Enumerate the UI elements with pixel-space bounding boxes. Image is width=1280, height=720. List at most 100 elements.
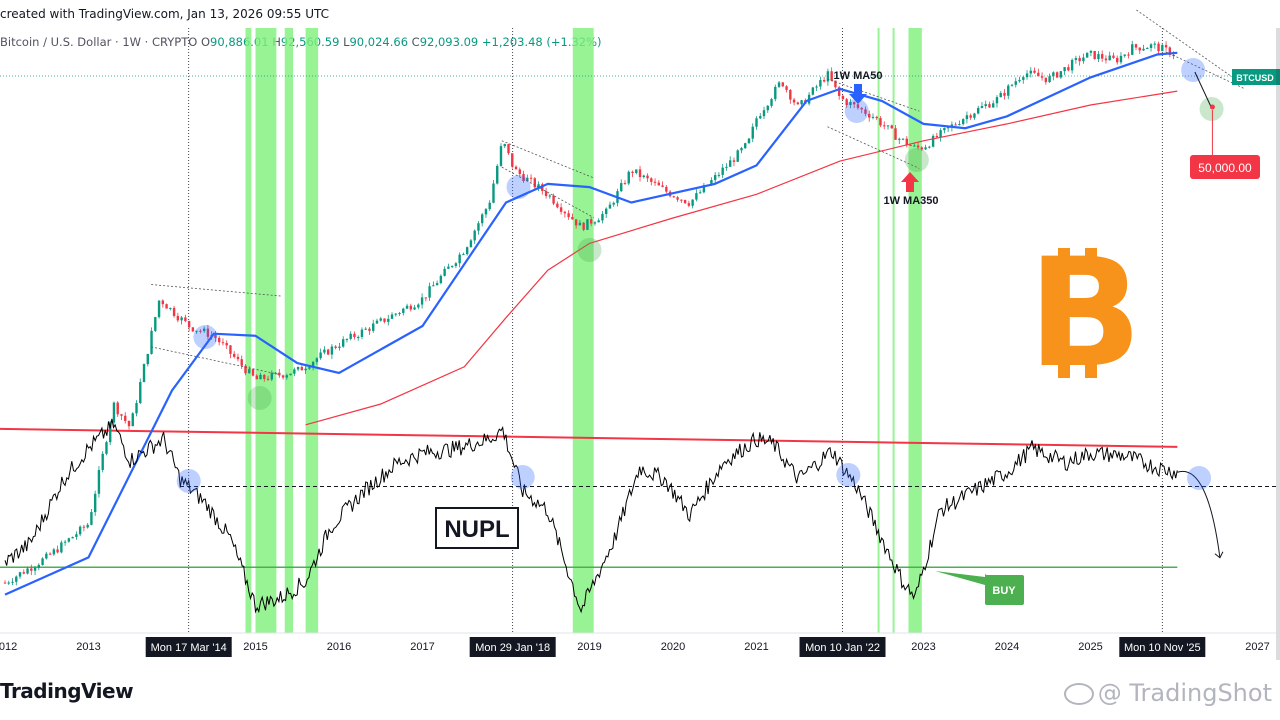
price-candle: [259, 374, 262, 380]
time-axis-tick-label: 2020: [661, 641, 685, 653]
price-candle: [683, 199, 687, 204]
price-candle: [1134, 44, 1138, 48]
bitcoin-logo-stroke: [1085, 356, 1097, 378]
channel-line: [827, 126, 920, 169]
time-axis-highlight-label: Mon 29 Jan '18: [475, 642, 550, 654]
price-candle: [1029, 70, 1032, 74]
time-axis-highlight-box: [1119, 637, 1206, 657]
price-candle: [984, 104, 987, 107]
ma50-touch-marker: [844, 99, 869, 123]
nupl-touch-marker: [1187, 466, 1212, 490]
price-candle: [717, 174, 721, 176]
price-candle: [965, 115, 969, 120]
price-candle: [905, 138, 908, 145]
price-candle: [255, 375, 258, 380]
buy-zone-band: [877, 28, 880, 633]
price-candle: [1003, 92, 1006, 96]
price-candle: [465, 247, 469, 255]
price-candle: [676, 197, 679, 200]
price-candle: [195, 330, 198, 332]
price-candle: [326, 349, 330, 355]
nupl-touch-marker: [836, 463, 861, 487]
price-candle: [319, 352, 322, 359]
price-candle: [849, 102, 852, 106]
price-candle: [943, 128, 946, 131]
price-candle: [589, 219, 593, 224]
price-candle: [931, 135, 935, 147]
price-candle: [443, 268, 446, 276]
price-candle: [1153, 43, 1156, 45]
author-watermark: @ TradingShot: [1063, 679, 1272, 707]
nupl-label-box: [435, 507, 519, 549]
price-candle: [1074, 58, 1078, 60]
price-candle: [450, 265, 454, 267]
price-candle: [1055, 72, 1059, 78]
price-candle: [541, 184, 544, 192]
price-candle: [3, 582, 7, 584]
price-axis-edge: [1276, 28, 1280, 660]
price-candle: [15, 576, 18, 582]
price-candle: [353, 333, 356, 338]
price-candle: [417, 304, 420, 308]
ma350-touch-marker: [247, 386, 272, 410]
price-candle: [544, 191, 548, 196]
price-candle: [458, 254, 461, 264]
price-candle: [608, 204, 612, 209]
symbol-name: Bitcoin / U.S. Dollar · 1W · CRYPTO: [0, 35, 198, 49]
watermark-icon: [1063, 683, 1094, 705]
price-candle: [7, 582, 10, 584]
price-candle: [894, 128, 897, 140]
nupl-projection-arrow: [1177, 470, 1221, 558]
price-candle: [22, 572, 25, 574]
price-candle: [1108, 55, 1111, 61]
time-axis-tick-label: 2025: [1078, 641, 1102, 653]
price-candle: [665, 186, 668, 192]
price-candle: [1119, 55, 1123, 63]
price-candle: [349, 333, 352, 339]
price-candle: [405, 305, 409, 309]
price-candle: [796, 102, 800, 105]
price-candle: [713, 175, 717, 181]
price-candle: [774, 86, 777, 100]
tradingview-logo[interactable]: TradingView: [0, 679, 134, 703]
price-candle: [728, 160, 732, 167]
time-axis-tick-label: 2023: [911, 641, 935, 653]
price-candle: [815, 86, 818, 88]
price-candle: [1018, 79, 1021, 82]
price-change: +1,203.48 (+1.32%): [481, 35, 602, 49]
price-candle: [680, 199, 683, 201]
price-candle: [1007, 85, 1010, 96]
price-candle: [330, 346, 334, 355]
price-candle: [394, 313, 397, 315]
price-candle: [1127, 54, 1130, 56]
price-candle: [687, 203, 691, 206]
time-axis-highlight: Mon 10 Nov '25: [1119, 637, 1206, 657]
price-candle: [574, 219, 578, 226]
price-candle: [946, 127, 950, 129]
price-candle: [886, 125, 890, 127]
price-candle: [631, 171, 634, 174]
price-candle: [172, 307, 176, 316]
price-candle: [1142, 48, 1145, 51]
price-candle: [315, 358, 319, 362]
price-candle: [492, 183, 495, 203]
price-candle: [169, 307, 172, 309]
nupl-label-text: NUPL: [444, 516, 509, 543]
price-candle: [721, 167, 724, 175]
price-candle: [860, 107, 863, 110]
price-candle: [620, 183, 623, 192]
price-candle: [1010, 84, 1014, 86]
price-candle: [71, 536, 74, 539]
bitcoin-logo-stroke: [1085, 248, 1097, 270]
price-candle: [1037, 72, 1040, 77]
price-candle: [225, 343, 228, 346]
price-candle: [1157, 43, 1160, 52]
low-label: L: [343, 35, 350, 49]
ma350-label: 1W MA350: [883, 195, 938, 207]
price-candle: [1022, 77, 1025, 80]
price-candle: [751, 126, 754, 139]
price-candle: [304, 368, 307, 371]
price-candle: [413, 307, 416, 310]
price-candle: [180, 317, 183, 321]
